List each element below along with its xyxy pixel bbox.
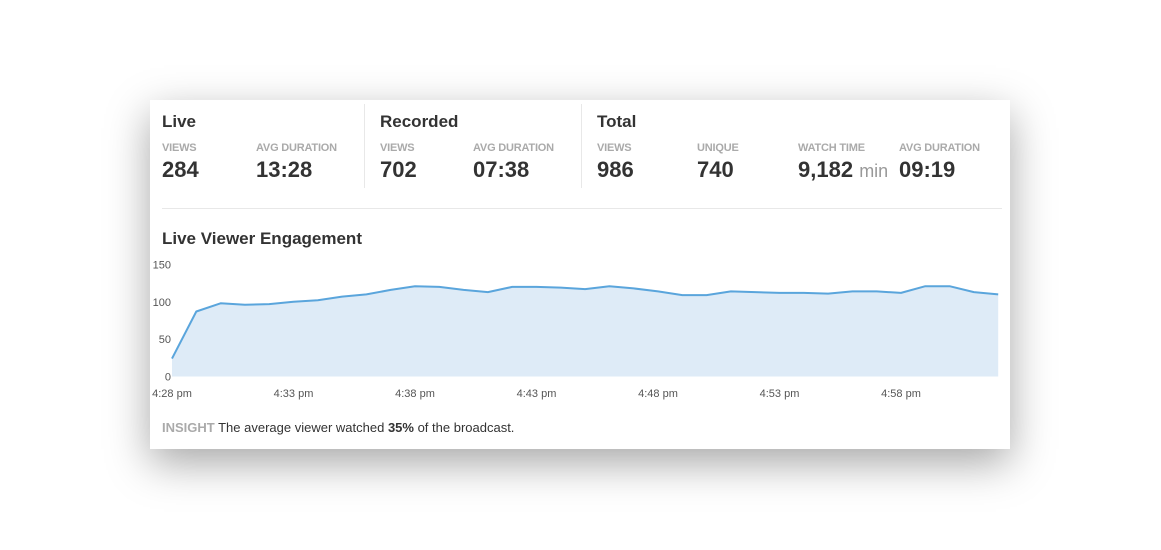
total-views: VIEWS 986 — [597, 142, 634, 183]
x-tick-label: 4:58 pm — [881, 388, 921, 400]
x-tick-label: 4:33 pm — [274, 388, 314, 400]
y-tick-label: 150 — [153, 260, 171, 272]
total-avg-duration: AVG DURATION 09:19 — [899, 142, 980, 183]
x-tick-label: 4:53 pm — [760, 388, 800, 400]
recorded-avg-duration: AVG DURATION 07:38 — [473, 142, 554, 183]
stat-value: 13:28 — [256, 157, 313, 182]
y-tick-label: 0 — [165, 372, 171, 384]
live-avg-duration: AVG DURATION 13:28 — [256, 142, 337, 183]
recorded-title: Recorded — [380, 112, 459, 131]
x-tick-label: 4:28 pm — [152, 388, 192, 400]
live-views: VIEWS 284 — [162, 142, 199, 183]
x-tick-label: 4:43 pm — [517, 388, 557, 400]
stat-label: UNIQUE — [697, 142, 739, 154]
stat-label: WATCH TIME — [798, 142, 865, 154]
divider — [581, 104, 582, 188]
stat-value: 986 — [597, 157, 634, 182]
recorded-views: VIEWS 702 — [380, 142, 417, 183]
stat-value: 740 — [697, 157, 734, 182]
y-tick-label: 100 — [153, 297, 171, 309]
stat-label: AVG DURATION — [256, 142, 337, 154]
insight-before: The average viewer watched — [214, 420, 388, 435]
area-fill — [172, 286, 999, 377]
stat-label: VIEWS — [162, 142, 197, 154]
stat-label: VIEWS — [597, 142, 632, 154]
total-unique: UNIQUE 740 — [697, 142, 739, 183]
stat-label: AVG DURATION — [899, 142, 980, 154]
insight-highlight: 35% — [387, 420, 414, 435]
total-title: Total — [597, 112, 637, 131]
insight-text: INSIGHT The average viewer watched 35% o… — [162, 420, 514, 435]
divider — [162, 208, 1002, 209]
series-line — [171, 285, 999, 360]
engagement-chart: 0 50 100 150 4:28 pm 4:33 pm 4:38 pm 4:43 pm 4:4… — [152, 260, 999, 400]
live-title: Live — [162, 112, 197, 131]
x-tick-label: 4:48 pm — [638, 388, 678, 400]
engagement-card: Live VIEWS 284 AVG DURATION 13:28 Record… — [150, 100, 1010, 449]
stat-value: 9,182 min — [798, 157, 888, 183]
insight-after: of the broadcast. — [413, 420, 515, 435]
y-tick-label: 50 — [159, 334, 171, 346]
divider — [364, 104, 365, 188]
stat-label: VIEWS — [380, 142, 415, 154]
x-tick-label: 4:38 pm — [395, 388, 435, 400]
stat-label: AVG DURATION — [473, 142, 554, 154]
watch-time-value: 9,182 — [798, 157, 854, 182]
insight-tag: INSIGHT — [162, 420, 215, 435]
stat-value: 07:38 — [473, 157, 530, 182]
stat-value: 09:19 — [899, 157, 956, 182]
watch-time-unit: min — [859, 161, 889, 181]
total-watch-time: WATCH TIME 9,182 min — [798, 142, 888, 183]
stat-value: 284 — [162, 157, 199, 182]
chart-title: Live Viewer Engagement — [162, 229, 362, 248]
stat-value: 702 — [380, 157, 417, 182]
